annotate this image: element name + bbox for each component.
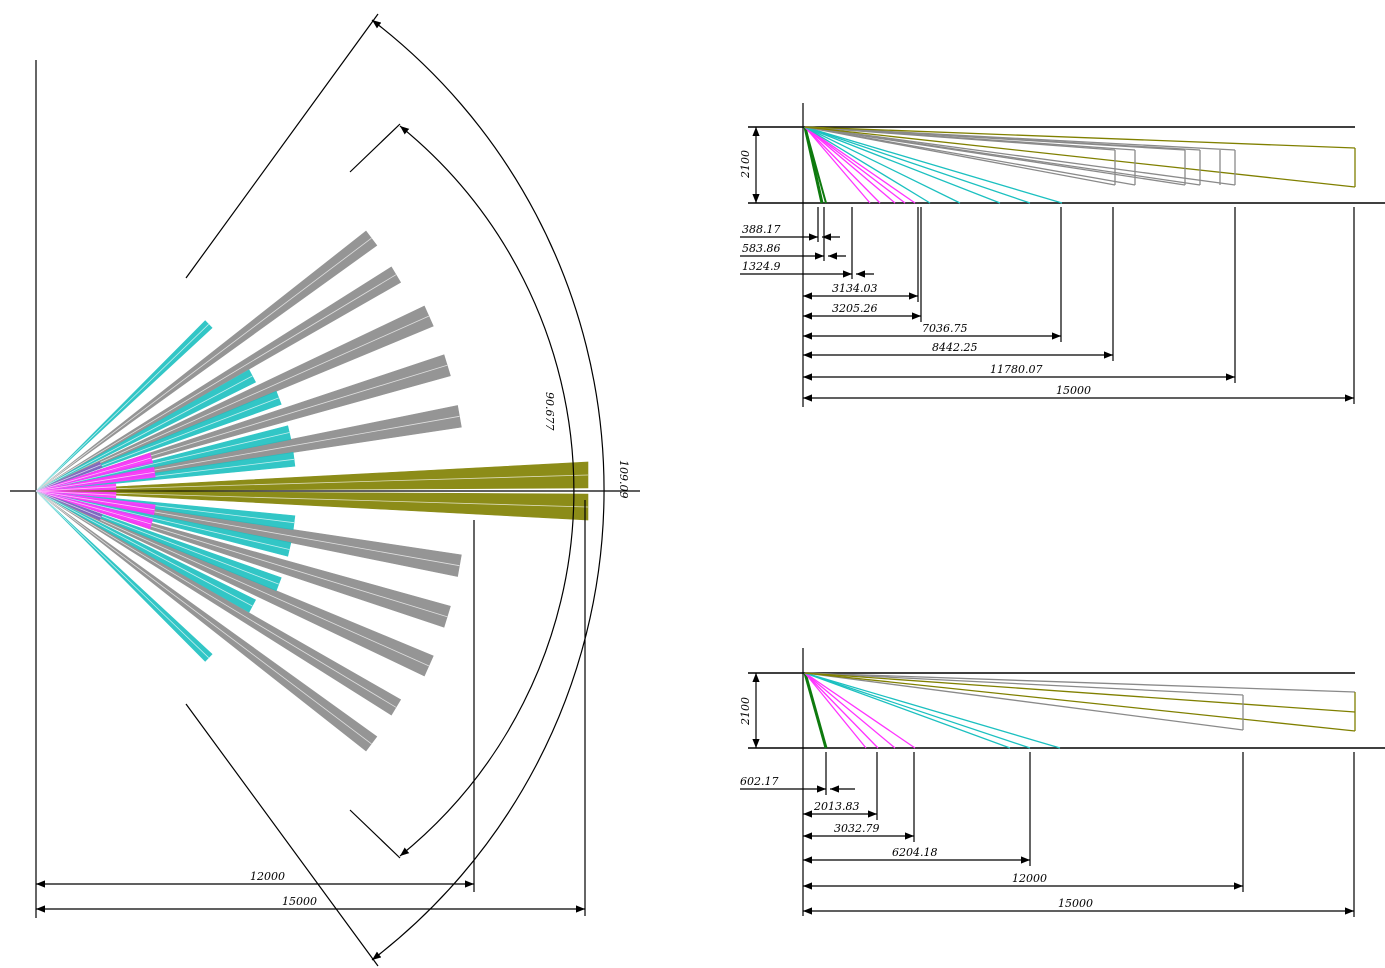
upperBeams-ray-9 <box>804 126 1001 204</box>
upper-dim-2-label: 7036.75 <box>922 322 968 335</box>
upper-dim-small-0-label: 388.17 <box>742 223 781 236</box>
upperBeams-ray-7 <box>804 126 931 204</box>
fan-boundary-upper-outer <box>185 13 379 279</box>
beam-hatch-10 <box>35 490 372 745</box>
lowerBeams-ray-0 <box>803 672 828 749</box>
upper-dim-5-label: 15000 <box>1056 384 1091 397</box>
sensor-beam-fan <box>35 230 589 752</box>
lower-dim-3-label: 12000 <box>1012 872 1047 885</box>
fan-boundary-upper-inner <box>349 123 401 173</box>
beam-11 <box>35 490 402 716</box>
lowerBeams-ray-8 <box>804 672 1244 696</box>
fan-boundary-lower-inner <box>349 809 401 859</box>
upperBeams-ray-22 <box>804 126 1356 149</box>
beam-8 <box>35 230 378 492</box>
arc-90-deg <box>399 125 575 857</box>
upper-dim-small-1-label: 583.86 <box>742 242 781 255</box>
lower-dim-0-label: 2013.83 <box>813 800 860 813</box>
upper-dim-small-2-label: 1324.9 <box>742 260 781 273</box>
beam-hatch-9 <box>35 274 397 492</box>
upperBeams-ray-20 <box>804 126 1236 151</box>
beam-10 <box>35 490 378 752</box>
beam-hatch-24 <box>35 486 116 492</box>
lowerBeams-ray-11 <box>804 672 1356 713</box>
beam-hatch-26 <box>35 490 155 511</box>
upperBeams-ray-15 <box>804 126 1136 186</box>
lowerBeams-ray-4 <box>804 672 916 749</box>
lower-height-label: 2100 <box>739 697 752 726</box>
beam-hatch-20 <box>35 323 209 492</box>
lower-dim-1-label: 3032.79 <box>834 822 880 835</box>
lowerBeams-ray-10 <box>804 672 1356 693</box>
arc-109-deg <box>371 19 605 961</box>
beam-23 <box>35 466 156 492</box>
lower-dim-2-label: 6204.18 <box>892 846 938 859</box>
upperBeams-ray-1 <box>804 126 827 204</box>
lowerBeams-ray-9 <box>804 672 1244 731</box>
beam-hatch-27 <box>35 490 116 496</box>
lower-dim-small-0-label: 602.17 <box>740 775 779 788</box>
upperBeams-ray-19 <box>804 126 1201 186</box>
angle-label-109: 109.09 <box>617 460 630 499</box>
upper-height-label: 2100 <box>739 150 752 179</box>
upperBeams-ray-21 <box>804 126 1236 186</box>
beam-hatch-5 <box>35 490 429 667</box>
lowerBeams-ray-7 <box>804 672 1061 749</box>
beam-hatch-28 <box>35 464 102 492</box>
dim-label-15000: 15000 <box>282 895 317 908</box>
lowerBeams-ray-3 <box>804 672 896 749</box>
upper-dim-4-label: 11780.07 <box>990 363 1043 376</box>
lowerBeams-ray-5 <box>804 672 1011 749</box>
beam-hatch-0 <box>35 474 589 492</box>
beam-hatch-11 <box>35 490 397 708</box>
upperBeams-ray-23 <box>804 126 1356 188</box>
beam-hatch-25 <box>35 490 152 525</box>
lowerBeams-ray-12 <box>804 672 1356 732</box>
lower-dim-4-label: 15000 <box>1058 897 1093 910</box>
beam-hatch-14 <box>35 432 290 492</box>
upper-dim-1-label: 3205.26 <box>832 302 878 315</box>
upperBeams-ray-2 <box>804 126 871 204</box>
beam-25 <box>35 490 154 530</box>
beam-hatch-29 <box>35 490 102 518</box>
upperBeams-ray-6 <box>804 126 916 204</box>
side-view-lower: 2100 602.17 2013.83 3032.79 6204.18 12000 150… <box>739 648 1385 917</box>
side-view-upper: 2100 388.17 583.86 1324.9 3134.03 3205.26 703… <box>739 103 1385 407</box>
upperBeams-ray-3 <box>804 126 881 204</box>
beam-hatch-2 <box>35 315 429 492</box>
beam-hatch-16 <box>35 490 253 607</box>
beam-hatch-1 <box>35 490 589 508</box>
upper-beam-profiles <box>803 126 1356 204</box>
upper-dim-3-label: 8442.25 <box>932 341 978 354</box>
upperBeams-ray-5 <box>804 126 906 204</box>
angle-label-90: 90.677 <box>543 392 556 431</box>
lowerBeams-ray-6 <box>804 672 1031 749</box>
lower-beam-profiles <box>803 672 1356 749</box>
top-view: 90.677 109.09 12000 15000 <box>10 13 640 967</box>
beam-hatch-8 <box>35 237 372 492</box>
fan-boundary-lower-outer <box>185 703 379 967</box>
beam-26 <box>35 490 156 516</box>
upperBeams-ray-10 <box>804 126 1031 204</box>
beam-hatch-21 <box>35 490 209 659</box>
upperBeams-ray-4 <box>804 126 896 204</box>
upper-dimensions: 388.17 583.86 1324.9 3134.03 3205.26 7036.75 8… <box>740 207 1355 404</box>
lowerBeams-ray-1 <box>804 672 867 749</box>
beam-hatch-12 <box>35 375 253 492</box>
beam-hatch-23 <box>35 471 155 492</box>
dim-label-12000: 12000 <box>250 870 285 883</box>
lower-dimensions: 602.17 2013.83 3032.79 6204.18 12000 15000 <box>740 752 1355 917</box>
upperBeams-ray-11 <box>804 126 1063 204</box>
lowerBeams-ray-2 <box>804 672 879 749</box>
beam-hatch-22 <box>35 457 152 492</box>
upper-dim-0-label: 3134.03 <box>832 282 878 295</box>
upperBeams-ray-8 <box>804 126 961 204</box>
beam-hatch-18 <box>35 490 290 550</box>
